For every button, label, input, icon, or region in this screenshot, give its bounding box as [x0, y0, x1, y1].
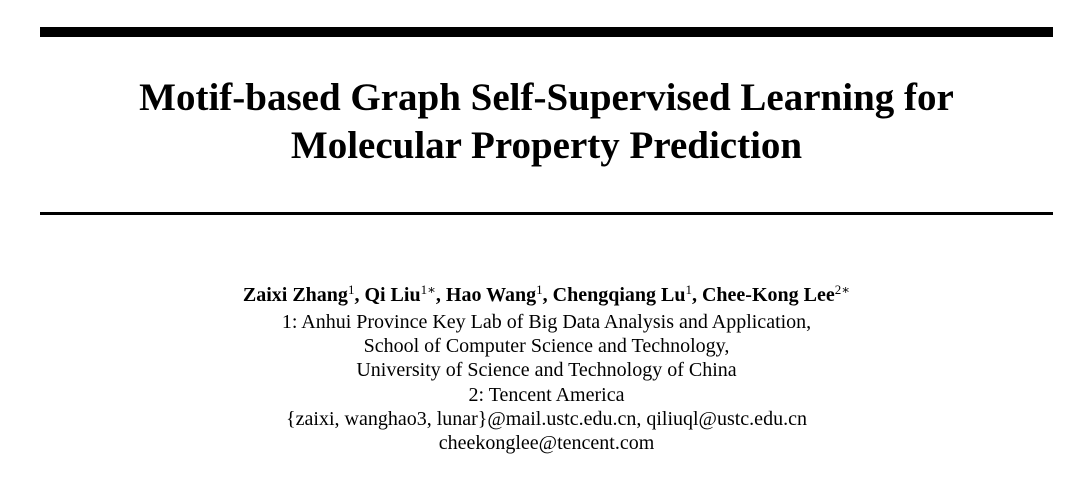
- author-separator: ,: [435, 284, 446, 306]
- email-line: {zaixi, wanghao3, lunar}@mail.ustc.edu.c…: [286, 407, 807, 430]
- author-name: Chengqiang Lu: [552, 284, 686, 306]
- author-name: Qi Liu: [364, 284, 421, 306]
- paper-title: Motif-based Graph Self-Supervised Learni…: [40, 74, 1053, 170]
- author-separator: ,: [354, 284, 365, 306]
- author-affiliation-mark: 2∗: [834, 282, 851, 297]
- affiliation-line: 1: Anhui Province Key Lab of Big Data An…: [281, 311, 812, 333]
- author-name: Zaixi Zhang: [242, 284, 348, 306]
- top-rule: [40, 27, 1053, 37]
- author-separator: ,: [542, 284, 553, 306]
- author-list: Zaixi Zhang1, Qi Liu1∗, Hao Wang1, Cheng…: [40, 283, 1053, 307]
- author-name: Chee-Kong Lee: [701, 284, 835, 306]
- author-affiliation-mark: 1: [685, 282, 692, 297]
- author-affiliation-mark: 1∗: [420, 282, 436, 297]
- affiliation-line: University of Science and Technology of …: [356, 359, 737, 382]
- affiliations: 1: Anhui Province Key Lab of Big Data An…: [40, 310, 1053, 455]
- affiliation-line: School of Computer Science and Technolog…: [363, 335, 730, 358]
- author-name: Hao Wang: [445, 284, 537, 306]
- author-affiliation-mark: 1: [347, 282, 355, 297]
- email-line: cheekonglee@tencent.com: [438, 432, 655, 455]
- bottom-rule: [40, 212, 1053, 215]
- title-line-2: Molecular Property Prediction: [290, 124, 803, 167]
- author-affiliation-mark: 1: [536, 282, 543, 297]
- affiliation-line: 2: Tencent America: [468, 383, 625, 406]
- title-line-1: Motif-based Graph Self-Supervised Learni…: [139, 76, 954, 119]
- author-separator: ,: [691, 284, 702, 306]
